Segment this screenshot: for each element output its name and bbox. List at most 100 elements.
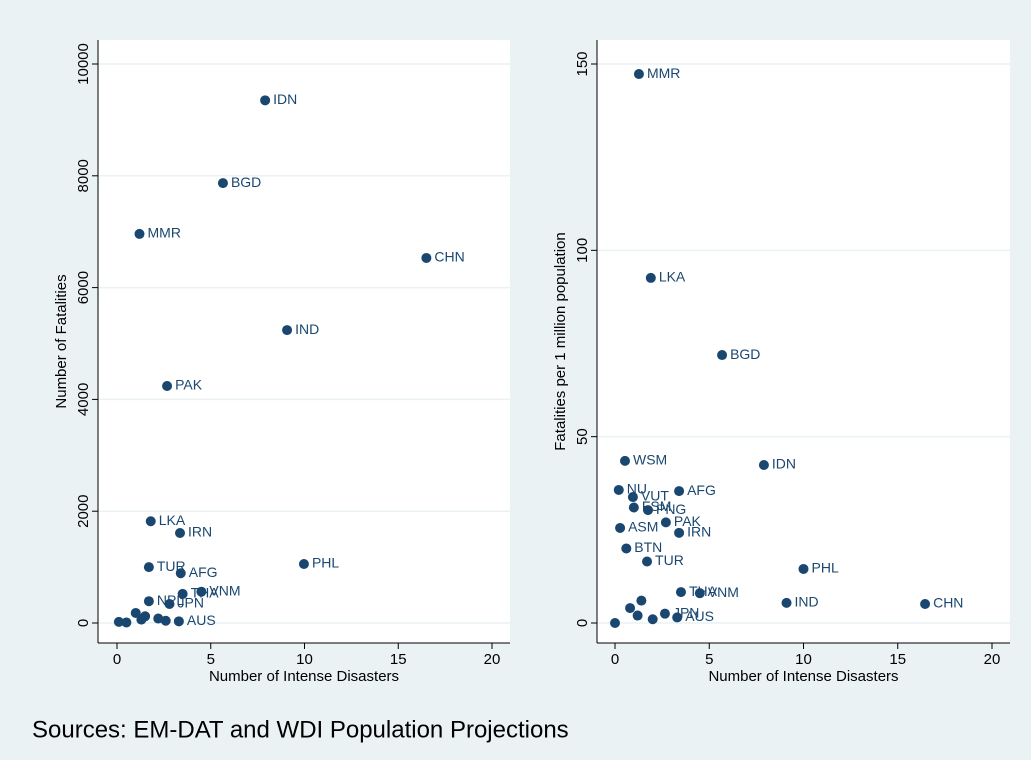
point — [674, 486, 685, 497]
point — [160, 615, 171, 626]
y-tick-label: 10000 — [75, 43, 92, 85]
point — [619, 455, 630, 466]
point — [633, 69, 644, 80]
point — [175, 528, 185, 539]
point — [164, 598, 175, 609]
point — [647, 614, 658, 625]
point — [615, 522, 626, 533]
point-label: PNG — [656, 501, 686, 517]
point — [625, 603, 636, 614]
point-label: AUS — [685, 608, 714, 624]
point — [140, 611, 151, 622]
point-label: VNM — [209, 582, 240, 598]
point-label: BTN — [634, 539, 662, 555]
x-tick-label: 20 — [484, 651, 501, 668]
point-label: ASM — [628, 519, 658, 535]
point — [642, 556, 653, 567]
x-tick-label: 5 — [207, 651, 215, 668]
plot-area — [98, 40, 510, 643]
y-axis-title: Fatalities per 1 million population — [552, 232, 569, 450]
x-tick-label: 15 — [390, 651, 407, 668]
point-label: IRN — [687, 524, 711, 540]
point — [282, 325, 293, 336]
point-label: AUS — [187, 612, 216, 628]
point-label: PHL — [812, 560, 839, 576]
point — [642, 505, 653, 516]
point — [113, 616, 124, 627]
y-tick-label: 6000 — [75, 271, 92, 304]
x-tick-label: 0 — [611, 651, 619, 668]
point — [177, 588, 188, 599]
y-tick-label: 0 — [75, 619, 92, 627]
point-label: VUT — [641, 488, 669, 504]
y-tick-label: 150 — [574, 51, 591, 76]
point — [613, 484, 624, 495]
point — [632, 610, 643, 621]
y-tick-label: 50 — [574, 428, 591, 445]
point — [130, 607, 141, 618]
point-label: PHL — [312, 555, 339, 571]
y-tick-label: 2000 — [75, 495, 92, 528]
point — [645, 272, 656, 283]
point — [134, 228, 145, 239]
point — [694, 588, 705, 599]
point — [781, 597, 792, 608]
point — [610, 618, 620, 628]
point — [674, 527, 685, 538]
point — [175, 568, 186, 579]
point — [675, 587, 686, 598]
point — [717, 350, 728, 361]
point — [260, 95, 271, 106]
point — [636, 595, 647, 606]
point-label: VNM — [708, 584, 739, 600]
point — [217, 178, 228, 189]
point — [660, 517, 671, 528]
point-label: AFG — [687, 482, 716, 498]
x-tick-label: 10 — [795, 651, 812, 668]
point-label: IRN — [188, 524, 212, 540]
point — [162, 380, 173, 391]
point-label: MMR — [647, 65, 680, 81]
x-axis-title: Number of Intense Disasters — [708, 668, 898, 685]
point — [121, 617, 132, 628]
point — [798, 563, 809, 574]
point-label: IND — [295, 321, 319, 337]
point-label: PAK — [175, 377, 203, 393]
y-tick-label: 8000 — [75, 159, 92, 192]
x-tick-label: 10 — [296, 651, 313, 668]
point — [143, 596, 154, 607]
point — [298, 559, 309, 570]
y-axis-title: Number of Fatalities — [53, 274, 70, 408]
point-label: LKA — [159, 512, 186, 528]
point — [421, 252, 432, 263]
x-tick-label: 20 — [984, 651, 1001, 668]
point-label: WSM — [633, 452, 667, 468]
x-tick-label: 5 — [705, 651, 713, 668]
plot-area — [597, 40, 1010, 643]
y-tick-label: 4000 — [75, 383, 92, 416]
point-label: LKA — [659, 269, 686, 285]
point-label: CHN — [933, 595, 963, 611]
point-label: MMR — [148, 225, 181, 241]
point-label: BGD — [231, 174, 261, 190]
point-label: IND — [795, 594, 819, 610]
point-label: PAK — [674, 513, 702, 529]
point — [628, 502, 639, 513]
point-label: AFG — [189, 564, 218, 580]
y-tick-label: 0 — [574, 619, 591, 627]
point-label: JPN — [178, 595, 204, 611]
y-tick-label: 100 — [574, 238, 591, 263]
point — [627, 492, 638, 503]
point — [196, 586, 207, 597]
point — [145, 516, 156, 527]
x-tick-label: 0 — [113, 651, 121, 668]
point-label: IDN — [273, 91, 297, 107]
point-label: IDN — [772, 456, 796, 472]
source-note: Sources: EM-DAT and WDI Population Proje… — [32, 716, 569, 743]
point — [758, 459, 769, 470]
x-axis-title: Number of Intense Disasters — [209, 668, 399, 685]
point — [659, 608, 670, 619]
point-label: BGD — [730, 346, 760, 362]
point-label: TUR — [655, 552, 684, 568]
